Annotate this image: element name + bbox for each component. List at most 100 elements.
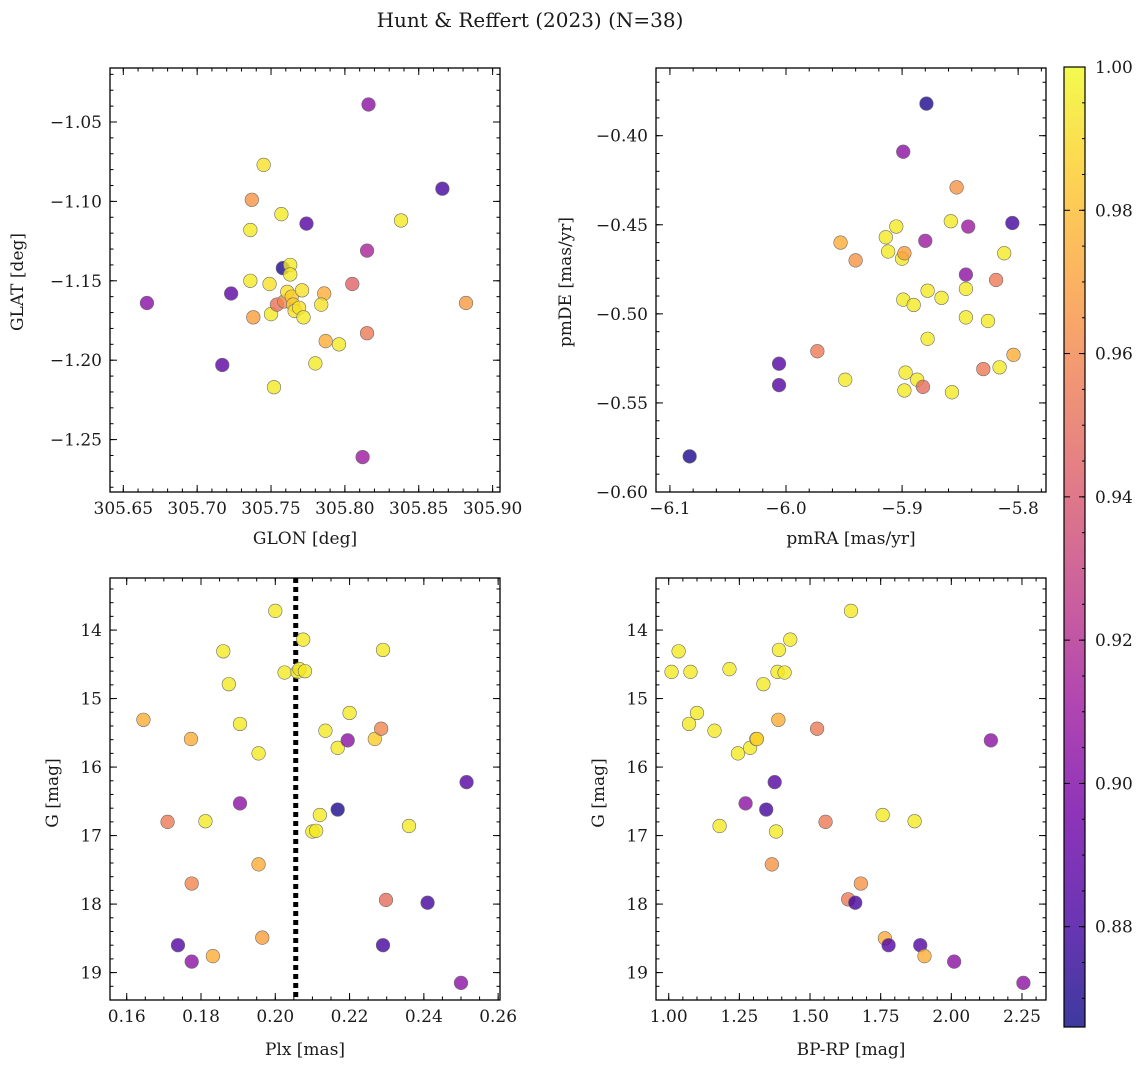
data-point [262, 276, 277, 292]
y-tick-label: 18 [80, 895, 102, 915]
colorbar-tick-label: 0.88 [1095, 918, 1133, 938]
x-tick-label: 0.16 [108, 1007, 146, 1027]
data-point [294, 283, 310, 298]
data-point [997, 246, 1012, 261]
y-tick-label: −0.55 [596, 394, 648, 414]
data-point [947, 954, 962, 969]
axes-frame [655, 577, 1047, 1001]
axis-ticks [110, 68, 500, 492]
x-tick-label: 2.00 [932, 1007, 970, 1027]
y-tick-label: −1.05 [50, 113, 102, 133]
y-tick-label: −0.40 [596, 127, 648, 147]
x-tick-label: 305.80 [315, 499, 374, 519]
data-point [943, 214, 958, 229]
data-point [318, 723, 333, 738]
data-point [184, 876, 199, 891]
colorbar: 0.88 0.90 0.92 0.94 0.96 0.98 1.00 [1063, 58, 1133, 1028]
data-point [314, 297, 329, 312]
data-point [340, 733, 355, 748]
colorbar-gradient [1063, 66, 1086, 1028]
data-point [374, 721, 389, 736]
x-tick-label: 305.70 [167, 499, 226, 519]
y-tick-label: 15 [626, 690, 648, 710]
data-point [783, 632, 798, 647]
scatter-points [682, 96, 1021, 464]
data-point [367, 731, 382, 747]
data-point [266, 380, 282, 395]
data-point [949, 180, 964, 195]
data-point [330, 802, 345, 817]
data-point [224, 286, 239, 301]
data-point [232, 796, 248, 811]
data-point [330, 740, 345, 755]
data-point [459, 775, 474, 790]
x-axis-label: Plx [mas] [265, 1040, 345, 1060]
data-point [183, 731, 199, 747]
data-point [934, 290, 949, 305]
data-point [681, 716, 697, 732]
y-axis-label: GLAT [deg] [8, 233, 28, 331]
data-point [958, 310, 974, 325]
data-point [917, 949, 932, 964]
colorbar-tick-label: 0.98 [1095, 201, 1133, 221]
data-point [722, 662, 737, 677]
x-tick-label: −6.0 [765, 499, 806, 519]
y-tick-label: −1.20 [50, 351, 102, 371]
data-point [375, 938, 391, 953]
data-point [283, 267, 298, 282]
data-point [355, 449, 370, 465]
data-point [312, 807, 327, 823]
figure-title: Hunt & Reffert (2023) (N=38) [377, 8, 684, 32]
data-point [345, 276, 360, 292]
data-point [318, 334, 333, 349]
panel-plx-g: Plx [mas] G [mag] 0.16 0.18 0.20 0.22 0.24 0.… [43, 577, 517, 1060]
data-point [907, 814, 922, 829]
data-point [833, 235, 848, 250]
data-point [771, 712, 786, 727]
data-point [944, 385, 960, 400]
data-point [170, 938, 186, 953]
data-point [961, 219, 976, 234]
y-tick-label: 17 [80, 827, 102, 847]
data-point [359, 243, 375, 258]
data-point [205, 949, 220, 964]
data-point [296, 310, 311, 325]
data-point [983, 733, 998, 748]
data-point [296, 632, 311, 647]
y-tick-label: 16 [626, 758, 648, 778]
data-point [255, 930, 270, 945]
y-tick-label: 18 [626, 895, 648, 915]
data-point [838, 372, 853, 387]
x-tick-label: 1.75 [862, 1007, 900, 1027]
data-point [976, 361, 991, 377]
data-point [915, 379, 931, 394]
x-tick-label: 305.85 [389, 499, 448, 519]
data-point [299, 216, 314, 231]
data-point [896, 144, 911, 159]
x-tick-label: 305.65 [94, 499, 153, 519]
y-tick-label: 17 [626, 827, 648, 847]
data-point [246, 310, 261, 325]
axis-ticks [110, 578, 500, 1001]
data-point [881, 938, 896, 953]
x-tick-label: −5.8 [998, 499, 1039, 519]
data-point [671, 644, 686, 659]
data-point [375, 642, 391, 658]
colorbar-tick-label: 0.90 [1095, 774, 1133, 794]
data-point [848, 895, 863, 910]
data-point [1006, 347, 1021, 362]
data-point [958, 281, 974, 297]
data-point [215, 357, 230, 373]
x-tick-label: 0.26 [479, 1007, 517, 1027]
axes-frame [655, 67, 1047, 493]
y-tick-label: 14 [626, 621, 648, 641]
data-point [759, 802, 774, 817]
data-point [958, 267, 974, 282]
data-point [331, 337, 347, 352]
axis-ticks [656, 578, 1046, 1001]
colorbar-tick-label: 0.94 [1095, 488, 1133, 508]
y-tick-label: −1.25 [50, 431, 102, 451]
data-point [435, 181, 450, 196]
axes-frame [109, 67, 501, 493]
data-point [683, 664, 698, 679]
